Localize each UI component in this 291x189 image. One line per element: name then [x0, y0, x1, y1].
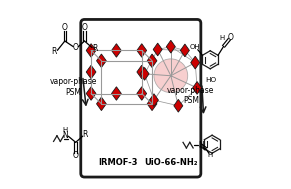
FancyBboxPatch shape — [81, 19, 201, 177]
Text: O: O — [62, 23, 68, 32]
Polygon shape — [111, 87, 121, 100]
Polygon shape — [191, 56, 200, 69]
Text: H: H — [63, 127, 68, 133]
Text: H: H — [207, 153, 212, 158]
Polygon shape — [97, 97, 106, 111]
Polygon shape — [86, 44, 96, 57]
Polygon shape — [97, 54, 106, 67]
Text: vapor-phase
PSM: vapor-phase PSM — [49, 77, 97, 97]
Polygon shape — [150, 94, 158, 107]
Polygon shape — [137, 65, 147, 79]
Text: N: N — [198, 141, 204, 150]
Polygon shape — [140, 67, 149, 80]
Text: OH: OH — [190, 44, 200, 50]
Polygon shape — [137, 44, 147, 57]
Polygon shape — [137, 87, 147, 100]
Text: R: R — [51, 47, 56, 56]
Polygon shape — [153, 43, 162, 56]
Polygon shape — [174, 99, 183, 112]
Polygon shape — [166, 40, 175, 53]
Polygon shape — [147, 97, 157, 111]
Text: IRMOF-3: IRMOF-3 — [99, 159, 138, 167]
Circle shape — [154, 59, 188, 93]
Text: O: O — [72, 43, 79, 52]
Polygon shape — [147, 54, 157, 67]
Polygon shape — [86, 65, 96, 79]
Text: R: R — [82, 130, 88, 139]
Text: O: O — [73, 151, 79, 160]
Text: H: H — [219, 35, 225, 41]
Text: HO: HO — [205, 77, 217, 83]
Polygon shape — [86, 87, 96, 100]
Text: O: O — [81, 23, 88, 32]
Polygon shape — [193, 82, 202, 94]
Text: O: O — [228, 33, 234, 42]
Text: UiO-66-NH₂: UiO-66-NH₂ — [144, 159, 198, 167]
Text: vapor-phase
PSM: vapor-phase PSM — [167, 86, 214, 105]
Text: R: R — [92, 44, 97, 53]
Polygon shape — [180, 44, 189, 57]
Polygon shape — [111, 44, 121, 57]
Text: N: N — [63, 131, 68, 140]
